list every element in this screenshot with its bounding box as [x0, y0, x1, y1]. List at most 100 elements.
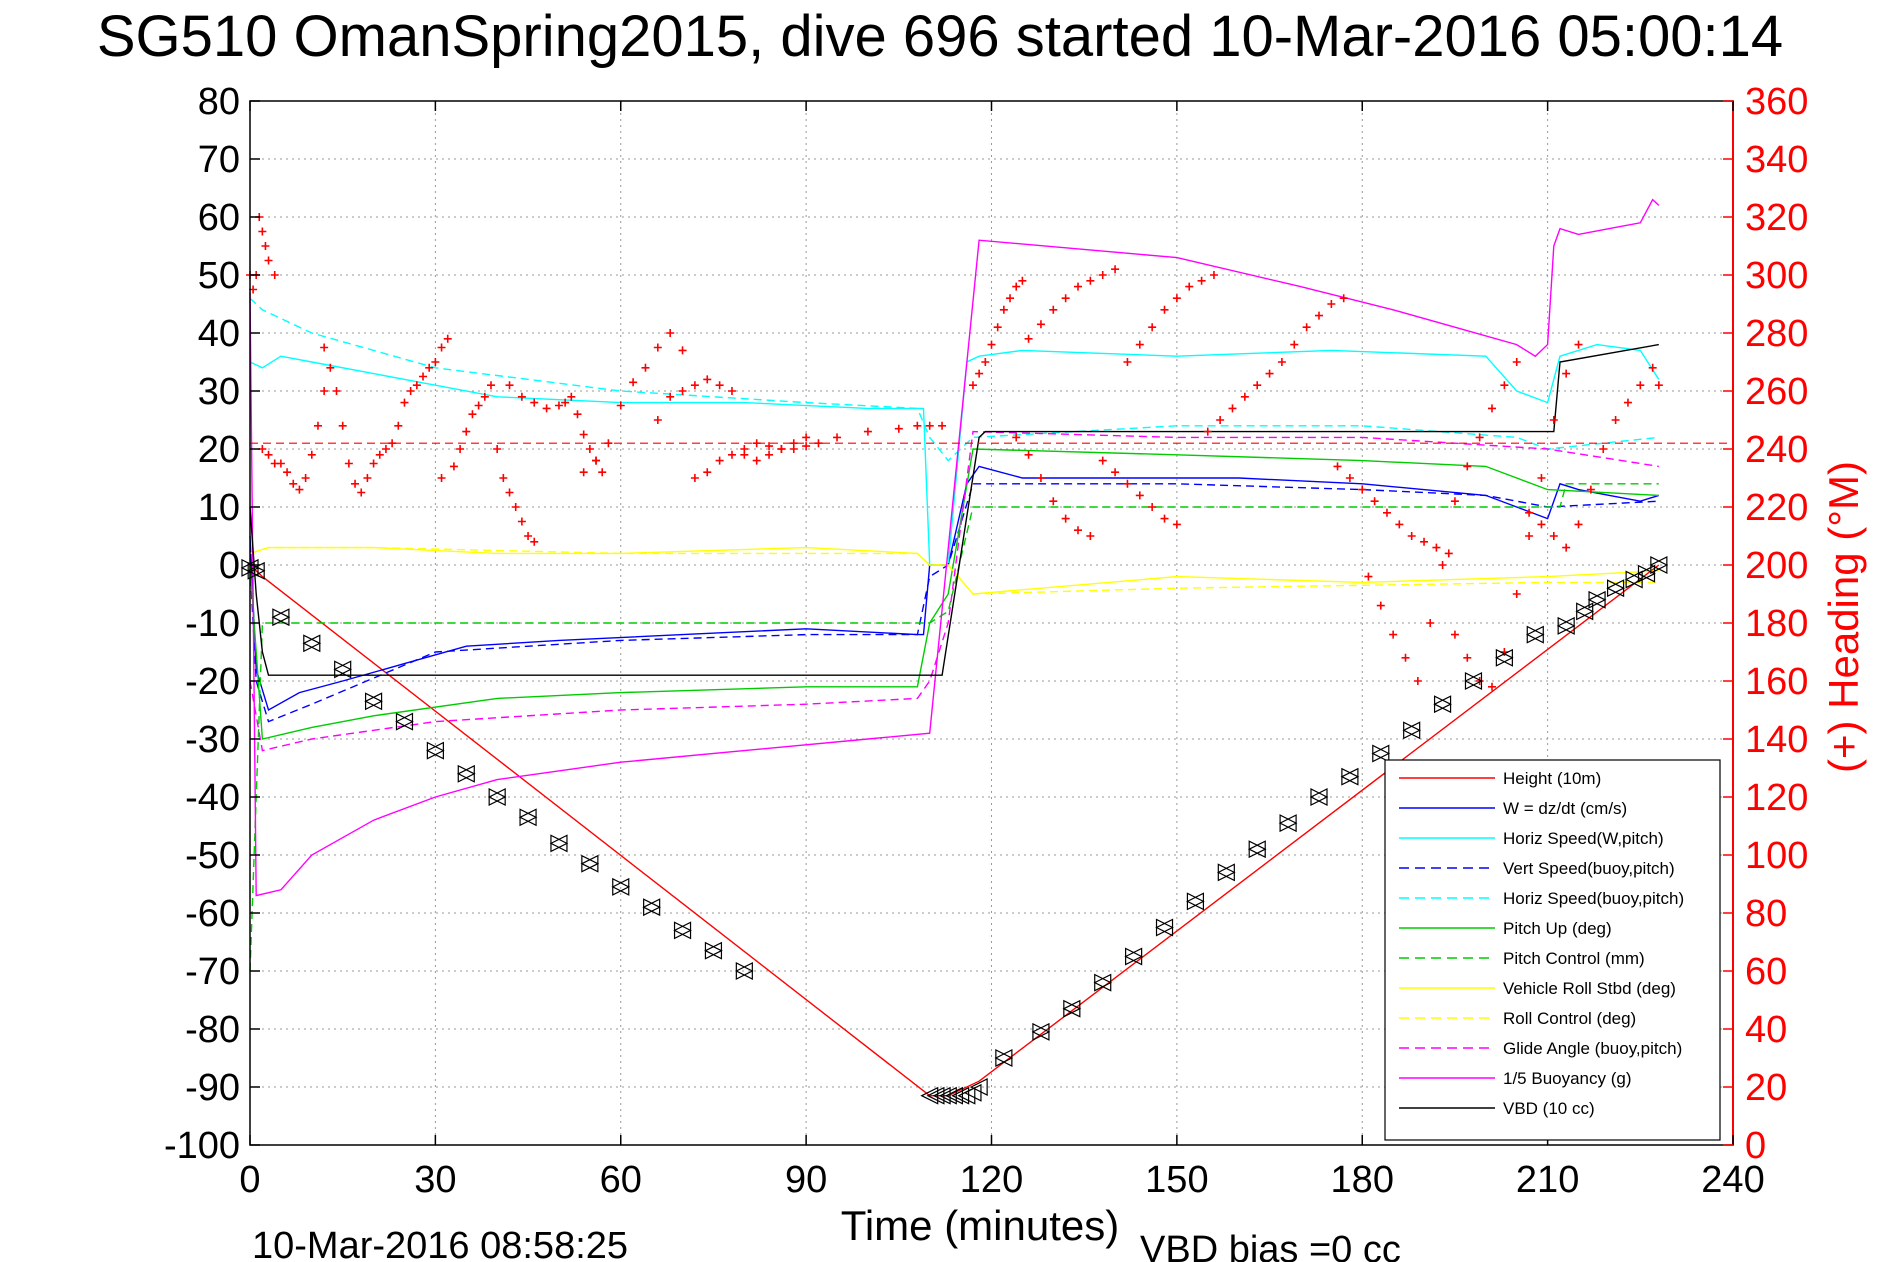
- dive-marker: [735, 962, 754, 980]
- x-tick-label: 150: [1145, 1159, 1208, 1201]
- heading-point: [1024, 450, 1033, 459]
- dive-marker: [1625, 570, 1644, 589]
- y-tick-label: -100: [164, 1125, 240, 1167]
- x-tick-label: 90: [785, 1159, 827, 1201]
- heading-point: [573, 410, 582, 419]
- dive-marker: [920, 1086, 939, 1105]
- heading-point: [1024, 334, 1033, 343]
- legend-label: Height (10m): [1503, 769, 1601, 788]
- dive-marker: [612, 877, 631, 896]
- heading-point: [703, 468, 712, 477]
- legend-label: Horiz Speed(buoy,pitch): [1503, 889, 1684, 908]
- heading-point: [524, 532, 533, 540]
- legend-label: Glide Angle (buoy,pitch): [1503, 1039, 1682, 1058]
- y-tick-label: -80: [185, 1009, 240, 1051]
- heading-point: [542, 404, 551, 413]
- heading-point: [1407, 532, 1416, 540]
- series-horiz_buoy: [249, 297, 1659, 462]
- heading-point: [338, 421, 347, 430]
- y-tick-label: -90: [185, 1067, 240, 1109]
- legend-box: [1384, 759, 1721, 1141]
- heading-point: [690, 381, 699, 390]
- heading-point: [1463, 653, 1472, 662]
- x-tick-label: 30: [414, 1159, 456, 1201]
- heading-point: [419, 372, 428, 381]
- dive-marker: [704, 941, 723, 960]
- heading-point: [703, 375, 712, 384]
- dive-marker: [519, 808, 538, 827]
- heading-point: [554, 401, 563, 410]
- heading-point: [313, 421, 322, 430]
- heading-point: [604, 439, 613, 448]
- heading-point: [270, 271, 279, 279]
- dive-marker: [1607, 579, 1625, 598]
- heading-point: [1500, 381, 1509, 390]
- dive-marker: [334, 660, 353, 679]
- series-roll_ctrl: [249, 546, 1659, 595]
- heading-point: [1111, 265, 1120, 274]
- heading-point: [400, 398, 409, 407]
- heading-point: [1333, 462, 1342, 471]
- heading-point: [1160, 514, 1169, 523]
- heading-point: [425, 363, 434, 372]
- heading-point: [1389, 630, 1398, 639]
- heading-point: [1648, 363, 1657, 372]
- y-tick-label: 80: [198, 81, 240, 123]
- heading-point: [938, 421, 947, 430]
- heading-point: [530, 537, 539, 546]
- heading-point: [1488, 682, 1497, 691]
- heading-point: [449, 462, 458, 471]
- legend-label: Vert Speed(buoy,pitch): [1503, 859, 1675, 878]
- heading-point: [320, 343, 329, 352]
- y-right-tick-label: 160: [1745, 661, 1808, 703]
- heading-point: [1049, 497, 1058, 506]
- y-tick-label: -40: [185, 777, 240, 819]
- heading-point: [1525, 508, 1534, 517]
- heading-point: [1525, 532, 1534, 540]
- heading-point: [981, 358, 990, 366]
- heading-point: [480, 392, 489, 401]
- y-right-tick-label: 100: [1745, 835, 1808, 877]
- heading-point: [511, 503, 520, 511]
- heading-point: [1228, 404, 1237, 413]
- heading-point: [394, 421, 403, 430]
- heading-point: [1611, 416, 1620, 424]
- heading-point: [406, 387, 415, 395]
- heading-point: [579, 430, 588, 439]
- heading-point: [486, 381, 495, 390]
- heading-point: [1364, 572, 1373, 581]
- y-tick-label: 60: [198, 197, 240, 239]
- heading-point: [462, 427, 471, 436]
- y-tick-label: 70: [198, 139, 240, 181]
- heading-point: [295, 485, 304, 494]
- heading-point: [666, 329, 675, 337]
- heading-point: [1345, 474, 1354, 482]
- heading-point: [1549, 416, 1558, 424]
- heading-point: [1654, 381, 1663, 390]
- y-tick-label: 20: [198, 429, 240, 471]
- y-right-tick-label: 240: [1745, 429, 1808, 471]
- heading-point: [1438, 561, 1447, 569]
- heading-point: [1475, 433, 1484, 442]
- heading-point: [1185, 282, 1194, 291]
- legend-label: Pitch Control (mm): [1503, 949, 1645, 968]
- heading-point: [437, 474, 446, 482]
- heading-point: [1488, 404, 1497, 413]
- dive-marker: [1279, 814, 1298, 833]
- heading-point: [517, 517, 526, 526]
- y-tick-label: -50: [185, 835, 240, 877]
- heading-point: [968, 381, 977, 390]
- heading-point: [1512, 358, 1521, 366]
- heading-point: [1636, 381, 1645, 390]
- heading-point: [789, 445, 798, 453]
- heading-point: [579, 468, 588, 477]
- dive-marker: [1588, 590, 1607, 609]
- y-axis-right-label: (+) Heading (°M): [1820, 461, 1867, 773]
- dive-marker: [1576, 602, 1595, 621]
- y-tick-label: 0: [219, 545, 240, 587]
- dive-markers: [240, 556, 1669, 1105]
- heading-point: [289, 479, 298, 488]
- heading-point: [1401, 653, 1410, 662]
- heading-point: [264, 450, 273, 459]
- dive-marker: [1495, 648, 1514, 667]
